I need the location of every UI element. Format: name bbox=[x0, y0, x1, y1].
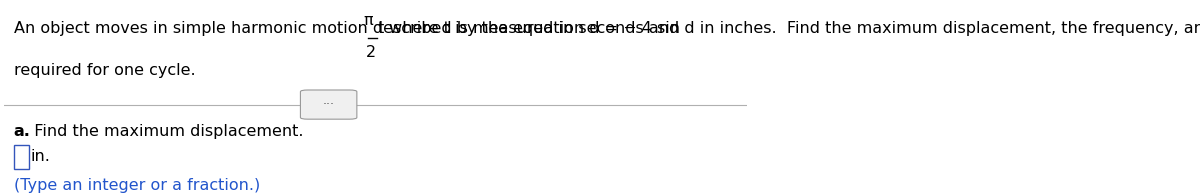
Text: in.: in. bbox=[31, 149, 50, 164]
FancyBboxPatch shape bbox=[14, 145, 29, 169]
Text: 2: 2 bbox=[366, 45, 376, 60]
Text: An object moves in simple harmonic motion described by the equation d = − 4 sin: An object moves in simple harmonic motio… bbox=[14, 21, 685, 36]
Text: required for one cycle.: required for one cycle. bbox=[14, 63, 196, 78]
Text: ···: ··· bbox=[323, 98, 335, 111]
Text: Find the maximum displacement.: Find the maximum displacement. bbox=[24, 124, 304, 139]
Text: t: t bbox=[378, 21, 384, 36]
Text: π: π bbox=[364, 13, 373, 28]
Text: a.: a. bbox=[14, 124, 31, 139]
Text: where t is measured in seconds and d in inches.  Find the maximum displacement, : where t is measured in seconds and d in … bbox=[384, 21, 1200, 36]
Text: (Type an integer or a fraction.): (Type an integer or a fraction.) bbox=[14, 178, 260, 192]
FancyBboxPatch shape bbox=[300, 90, 356, 119]
